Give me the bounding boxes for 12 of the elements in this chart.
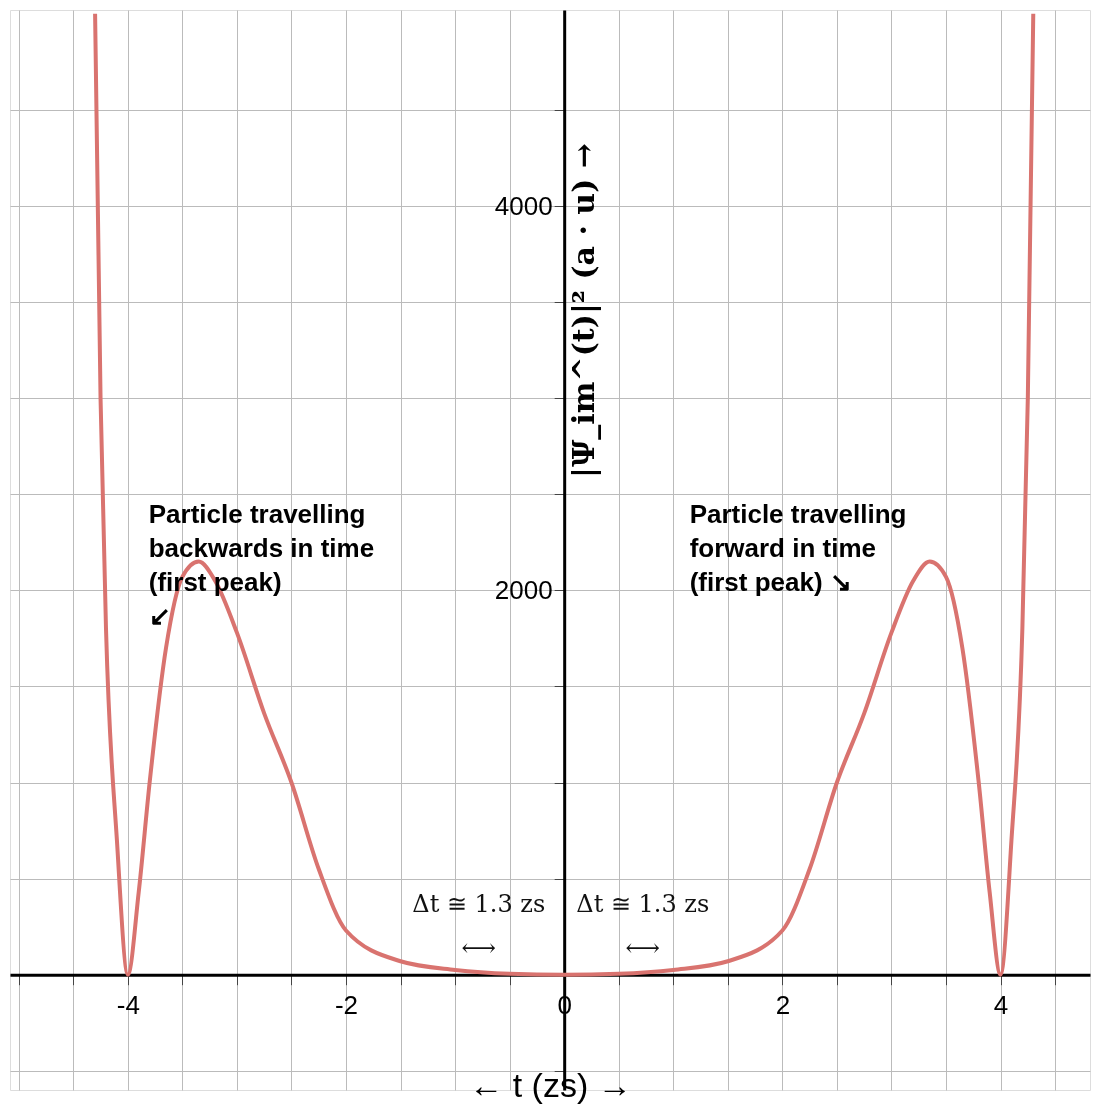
line-series — [93, 11, 1036, 977]
y-tick-label: 4000 — [494, 190, 553, 221]
annotation: Particle travelling forward in time (first peak) ↘ — [689, 498, 907, 597]
x-tick-label: -2 — [334, 990, 359, 1021]
x-tick-label: 4 — [993, 990, 1009, 1021]
y-axis-title: |Ψ_im^(t)|² (a · u) → — [565, 143, 601, 478]
annotation: Δt ≅ 1.3 zs ⟷ — [412, 890, 546, 963]
x-axis-title: ← t (zs) → — [469, 1066, 632, 1105]
annotation: Δt ≅ 1.3 zs ⟷ — [576, 890, 710, 963]
x-tick-label: -4 — [116, 990, 140, 1021]
y-tick-label: 2000 — [494, 574, 553, 605]
x-tick-label: 2 — [775, 990, 791, 1021]
